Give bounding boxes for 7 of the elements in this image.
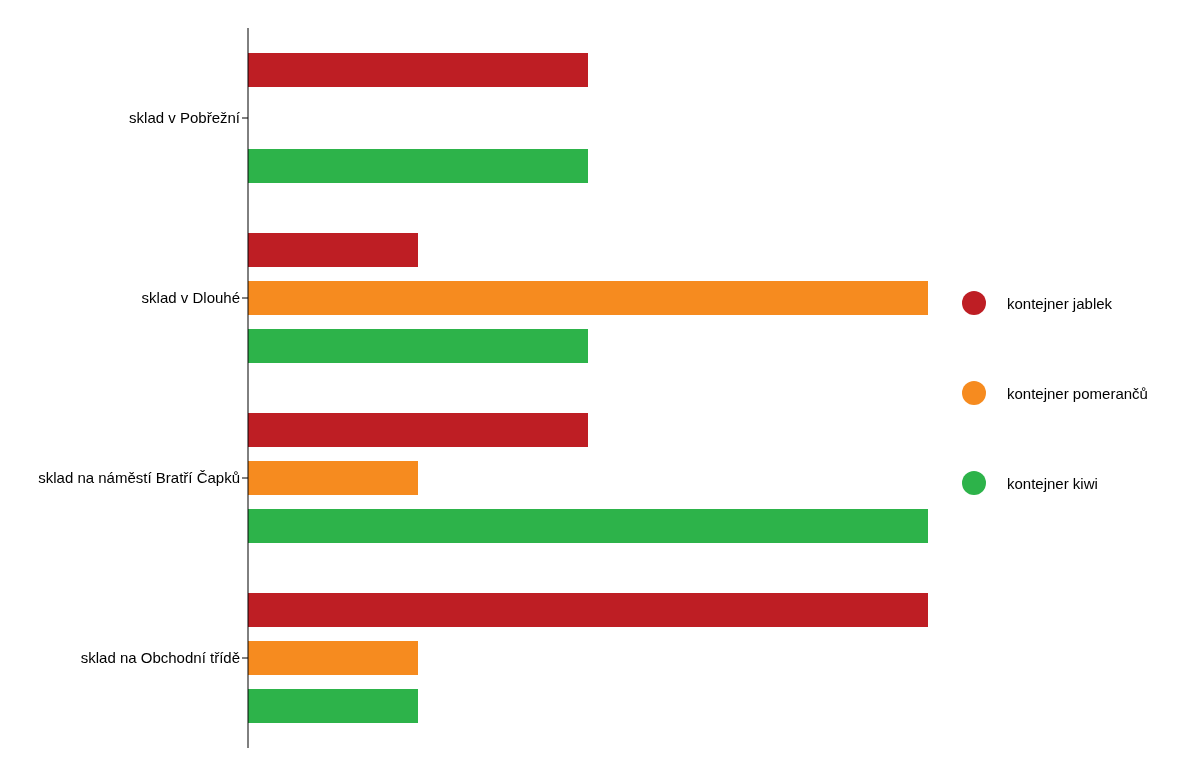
y-tick-label: sklad v Pobřežní: [129, 109, 241, 127]
y-tick-label: sklad na náměstí Bratří Čapků: [38, 469, 240, 487]
legend-label: kontejner kiwi: [1007, 474, 1098, 492]
legend-label: kontejner jablek: [1007, 294, 1113, 312]
legend-label: kontejner pomerančů: [1007, 384, 1148, 402]
y-tick-label: sklad v Dlouhé: [141, 289, 240, 307]
y-tick-label: sklad na Obchodní třídě: [80, 649, 240, 667]
